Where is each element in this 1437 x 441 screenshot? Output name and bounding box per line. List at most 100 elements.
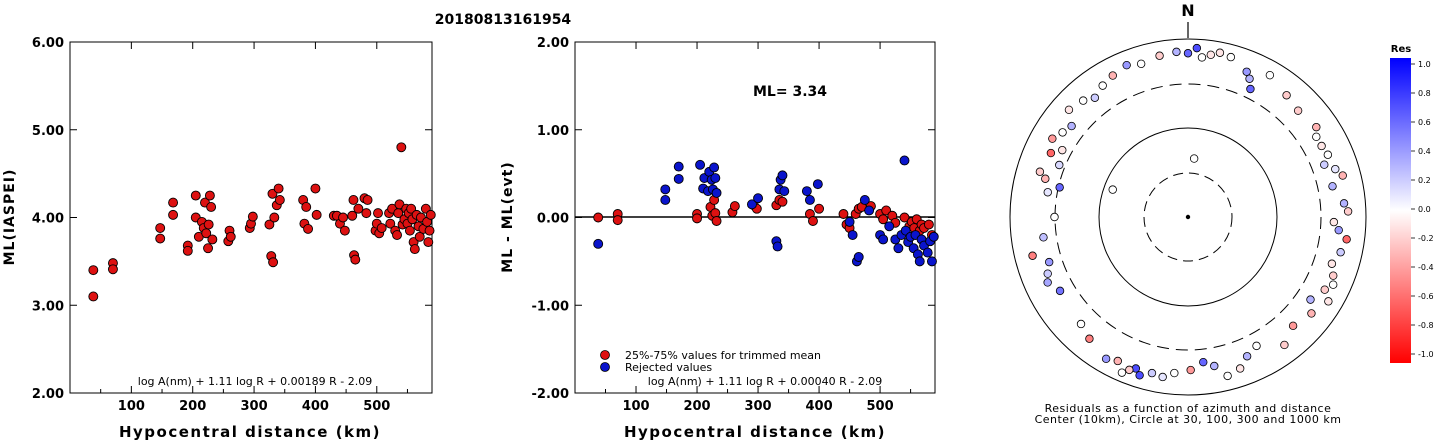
chart2-data-point — [853, 252, 864, 262]
chart1-data-point — [350, 254, 361, 265]
chart1-data-point — [204, 190, 215, 201]
polar-data-point — [1041, 174, 1050, 183]
chart2-data-point — [673, 173, 684, 184]
chart2-data-point — [847, 230, 858, 241]
ml-iaspei-chart: 2.00 3.00 4.00 5.00 6.00 100 200 300 400 500 log … — [2, 36, 436, 441]
polar-data-point — [1329, 217, 1339, 227]
polar-data-point — [1242, 352, 1252, 361]
polar-data-point — [1324, 297, 1333, 306]
chart2-data-point — [838, 209, 849, 219]
polar-data-point — [1113, 356, 1122, 366]
chart1-data-point — [406, 203, 417, 214]
chart1-data-point — [392, 230, 402, 241]
polar-data-point — [1336, 248, 1345, 257]
chart1-data-point — [203, 219, 214, 230]
chart1-data-point — [311, 209, 322, 220]
polar-data-point — [1320, 285, 1329, 294]
chart1-data-point — [385, 218, 396, 229]
polar-data-point — [1048, 134, 1057, 143]
polar-data-point — [1076, 319, 1086, 329]
chart1-x-tick-label: 400 — [302, 399, 329, 414]
chart2-data-point — [710, 173, 721, 183]
chart2-data-point — [709, 162, 720, 173]
chart2-y-tick-label: 1.00 — [537, 124, 569, 139]
chart2-data-point — [812, 179, 823, 190]
chart2-ticks: -2.00 -1.00 0.00 1.00 2.00 100 200 300 400 500 — [532, 36, 935, 414]
polar-data-point — [1293, 106, 1303, 115]
chart2-points — [593, 155, 939, 267]
chart2-data-point — [808, 216, 818, 226]
chart1-formula: log A(nm) + 1.11 log R + 0.00189 R - 2.0… — [138, 375, 372, 388]
chart1-data-point — [168, 197, 179, 208]
chart1-data-point — [310, 183, 321, 194]
chart2-data-point — [814, 203, 825, 214]
chart1-data-point — [264, 219, 275, 230]
colorbar-gradient — [1390, 58, 1411, 363]
polar-data-point — [1242, 67, 1251, 76]
polar-data-point — [1215, 48, 1225, 57]
chart1-data-point — [353, 203, 364, 214]
chart1-data-point — [362, 194, 373, 205]
chart1-x-tick-label: 300 — [240, 399, 267, 414]
polar-data-point — [1235, 364, 1245, 373]
chart1-data-point — [273, 183, 284, 194]
chart1-data-point — [361, 208, 372, 219]
polar-data-point — [1327, 259, 1337, 268]
chart1-data-point — [303, 223, 314, 234]
polar-data-point — [1206, 50, 1215, 60]
chart2-data-point — [711, 187, 722, 198]
colorbar-ticks: 1.0 0.8 0.6 0.4 0.2 0.0 -0.2 -0.4 -0.6 -0.8 -1.0 — [1411, 60, 1434, 359]
chart2-data-point — [893, 243, 904, 254]
chart1-y-tick-label: 5.00 — [32, 124, 64, 139]
legend-blue-marker — [600, 362, 610, 372]
chart1-data-point — [107, 264, 118, 275]
polar-data-point — [1280, 340, 1289, 350]
chart2-x-tick-label: 200 — [683, 399, 710, 414]
chart2-data-point — [612, 215, 623, 226]
polar-data-point — [1055, 160, 1064, 170]
chart1-data-point — [339, 225, 350, 236]
chart1-data-point — [376, 223, 387, 233]
colorbar-tick-label: -0.6 — [1418, 292, 1434, 301]
chart2-formula: log A(nm) + 1.11 log R + 0.00040 R - 2.0… — [648, 375, 882, 388]
polar-data-point — [1245, 74, 1254, 83]
chart1-y-axis-label: ML(IASPEI) — [2, 169, 18, 266]
chart2-data-point — [711, 216, 722, 226]
polar-data-point — [1282, 91, 1291, 100]
chart1-data-point — [155, 233, 166, 244]
chart1-data-point — [88, 291, 99, 302]
polar-data-point — [1246, 84, 1255, 94]
polar-residual-plot: N Residuals as a function of azimuth and… — [1009, 1, 1367, 426]
polar-data-point — [1055, 183, 1064, 192]
polar-data-point — [1055, 286, 1065, 296]
polar-data-point — [1223, 371, 1232, 381]
polar-data-point — [1288, 321, 1298, 331]
colorbar-tick-label: 0.2 — [1418, 176, 1431, 185]
colorbar-tick-label: -0.2 — [1418, 234, 1434, 243]
chart2-data-point — [779, 186, 790, 197]
colorbar-tick-label: 0.6 — [1418, 118, 1431, 127]
polar-data-point — [1108, 185, 1117, 194]
polar-data-point — [1155, 51, 1164, 60]
chart1-data-point — [404, 225, 415, 236]
polar-data-point — [1078, 96, 1088, 105]
chart1-y-tick-label: 4.00 — [32, 212, 64, 227]
polar-data-point — [1186, 365, 1195, 375]
chart2-y-axis-label: ML - ML(evt) — [500, 161, 516, 272]
chart1-data-point — [301, 202, 312, 212]
polar-data-point — [1136, 59, 1146, 68]
chart1-data-point — [414, 231, 425, 242]
polar-data-point — [1312, 122, 1321, 132]
chart2-data-point — [859, 194, 870, 205]
chart2-data-point — [777, 170, 788, 181]
chart1-data-point — [88, 265, 99, 276]
chart2-x-axis-label: Hypocentral distance (km) — [624, 423, 886, 441]
polar-caption-line2: Center (10km), Circle at 30, 100, 300 an… — [1035, 413, 1342, 426]
chart1-x-axis-label: Hypocentral distance (km) — [119, 423, 381, 441]
chart1-data-point — [190, 190, 201, 201]
chart2-data-point — [801, 186, 812, 197]
chart2-data-point — [777, 196, 788, 207]
polar-data-point — [1108, 71, 1117, 80]
polar-data-point — [1043, 269, 1052, 278]
